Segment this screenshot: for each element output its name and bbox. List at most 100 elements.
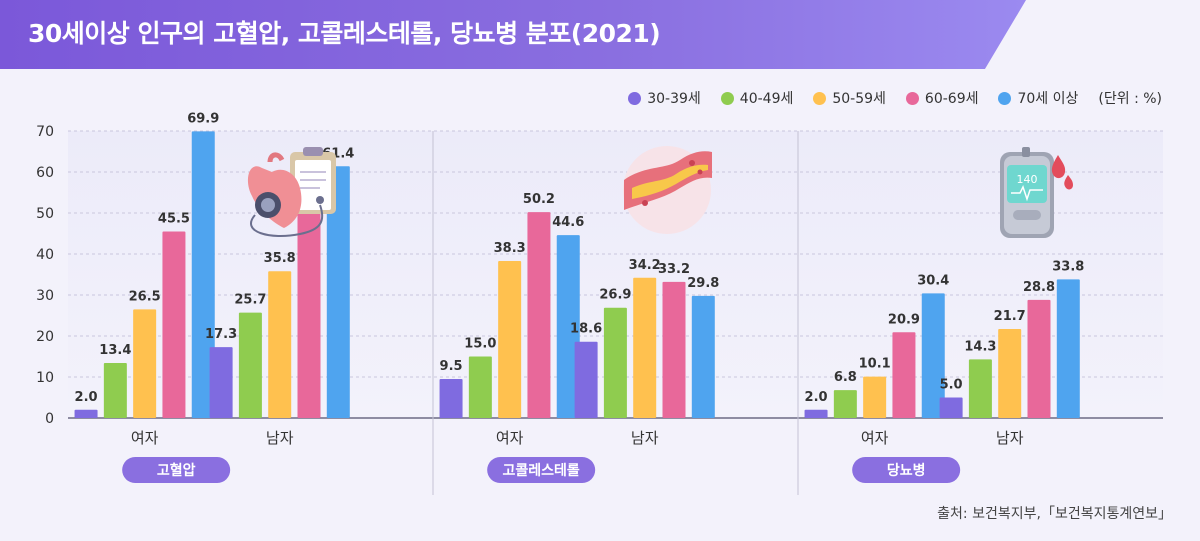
data-label: 15.0 [464, 337, 496, 352]
bar-cholesterol-male-0 [574, 341, 598, 418]
data-label: 45.5 [158, 211, 190, 226]
legend: 30-39세 40-49세 50-59세 60-69세 70세 이상 (단위 :… [628, 88, 1162, 108]
group-label-cholesterol: 고콜레스테롤 [503, 463, 580, 479]
bar-diabetes-female-0 [804, 409, 828, 418]
data-label: 38.3 [494, 241, 526, 256]
group-label-hypertension: 고혈압 [157, 462, 196, 479]
data-label: 33.8 [1052, 259, 1084, 274]
data-label: 29.8 [687, 276, 719, 291]
legend-item-60-69: 60-69세 [905, 88, 979, 108]
bar-hypertension-female-3 [162, 231, 186, 418]
bar-hypertension-male-1 [238, 312, 262, 418]
data-label: 2.0 [805, 390, 828, 405]
category-label: 남자 [266, 429, 294, 447]
bar-diabetes-female-1 [833, 390, 857, 418]
clogged-artery-icon [623, 146, 712, 234]
page-title: 30세이상 인구의 고혈압, 고콜레스테롤, 당뇨병 분포(2021) [28, 19, 661, 48]
bar-cholesterol-male-3 [662, 281, 686, 418]
data-label: 26.5 [129, 289, 161, 304]
data-label: 18.6 [570, 322, 602, 337]
bar-diabetes-female-3 [892, 332, 916, 418]
data-label: 21.7 [994, 309, 1026, 324]
glucose-meter-reading: 140 [1017, 173, 1038, 186]
y-tick-label: 30 [36, 288, 54, 304]
y-tick-label: 60 [36, 165, 54, 181]
y-tick-label: 20 [36, 329, 54, 345]
data-label: 50.2 [523, 192, 555, 207]
legend-dot-40-49 [720, 91, 734, 105]
bar-diabetes-male-3 [1027, 299, 1051, 418]
category-label: 남자 [996, 429, 1024, 447]
data-label: 69.9 [187, 111, 219, 126]
bar-cholesterol-female-0 [439, 379, 463, 418]
legend-dot-60-69 [905, 91, 919, 105]
category-label: 남자 [631, 429, 659, 447]
bar-hypertension-male-3 [297, 210, 321, 418]
group-label-diabetes: 당뇨병 [887, 462, 926, 479]
bar-hypertension-male-0 [209, 347, 233, 418]
data-label: 25.7 [234, 293, 266, 308]
bar-cholesterol-male-1 [603, 307, 627, 418]
bar-cholesterol-female-4 [556, 235, 580, 418]
category-label: 여자 [496, 429, 524, 447]
data-label: 35.8 [264, 251, 296, 266]
y-tick-label: 40 [36, 247, 54, 263]
group-pill-hypertension [122, 457, 231, 483]
data-label: 6.8 [834, 370, 857, 385]
legend-label-60-69: 60-69세 [924, 91, 979, 107]
bar-diabetes-female-4 [921, 293, 945, 418]
y-tick-label: 0 [45, 411, 54, 427]
bar-hypertension-female-4 [191, 131, 215, 418]
bar-cholesterol-male-4 [691, 295, 715, 418]
legend-item-30-39: 30-39세 [628, 88, 701, 108]
data-label: 28.8 [1023, 280, 1055, 295]
data-label: 44.6 [552, 215, 584, 230]
group-pill-cholesterol [487, 457, 596, 483]
heart-blood-pressure-icon [247, 147, 336, 237]
y-tick-label: 10 [36, 370, 54, 386]
bar-hypertension-male-4 [326, 166, 350, 418]
glucose-meter-icon: 140 [1000, 147, 1073, 238]
data-label: 34.2 [629, 258, 661, 273]
bar-cholesterol-female-2 [498, 260, 522, 418]
category-label: 여자 [861, 429, 889, 447]
bar-diabetes-male-4 [1056, 279, 1080, 418]
legend-label-50-59: 50-59세 [832, 91, 886, 107]
unit-label: (단위 : %) [1098, 91, 1162, 107]
bar-cholesterol-female-1 [468, 356, 492, 418]
legend-item-70plus: 70세 이상 [998, 88, 1078, 108]
data-label: 17.3 [205, 327, 237, 342]
y-tick-label: 70 [36, 124, 54, 140]
bar-cholesterol-male-2 [633, 277, 657, 418]
data-label: 5.0 [940, 378, 963, 393]
legend-dot-70plus [998, 91, 1012, 105]
legend-dot-30-39 [628, 91, 642, 105]
y-tick-label: 50 [36, 206, 54, 222]
data-label: 13.4 [99, 343, 131, 358]
data-label: 2.0 [75, 390, 98, 405]
bar-diabetes-male-2 [998, 329, 1022, 418]
data-label: 33.2 [658, 262, 690, 277]
data-label: 30.4 [917, 273, 949, 288]
legend-dot-50-59 [813, 91, 827, 105]
title-banner [0, 0, 1026, 69]
bar-hypertension-female-1 [103, 363, 127, 418]
bar-hypertension-female-2 [133, 309, 157, 418]
category-label: 여자 [131, 429, 159, 447]
legend-item-50-59: 50-59세 [813, 88, 886, 108]
bar-diabetes-male-0 [939, 397, 963, 418]
source-note: 출처: 보건복지부,「보건복지통계연보」 [937, 506, 1172, 522]
legend-label-70plus: 70세 이상 [1017, 91, 1079, 107]
bar-diabetes-male-1 [968, 359, 992, 418]
data-label: 20.9 [888, 312, 920, 327]
bar-hypertension-male-2 [268, 271, 292, 418]
legend-label-30-39: 30-39세 [647, 91, 701, 107]
legend-item-40-49: 40-49세 [720, 88, 794, 108]
bar-cholesterol-female-3 [527, 212, 551, 418]
data-label: 10.1 [859, 357, 891, 372]
group-pill-diabetes [852, 457, 961, 483]
legend-label-40-49: 40-49세 [739, 91, 794, 107]
bar-hypertension-female-0 [74, 409, 98, 418]
data-label: 14.3 [964, 339, 996, 354]
